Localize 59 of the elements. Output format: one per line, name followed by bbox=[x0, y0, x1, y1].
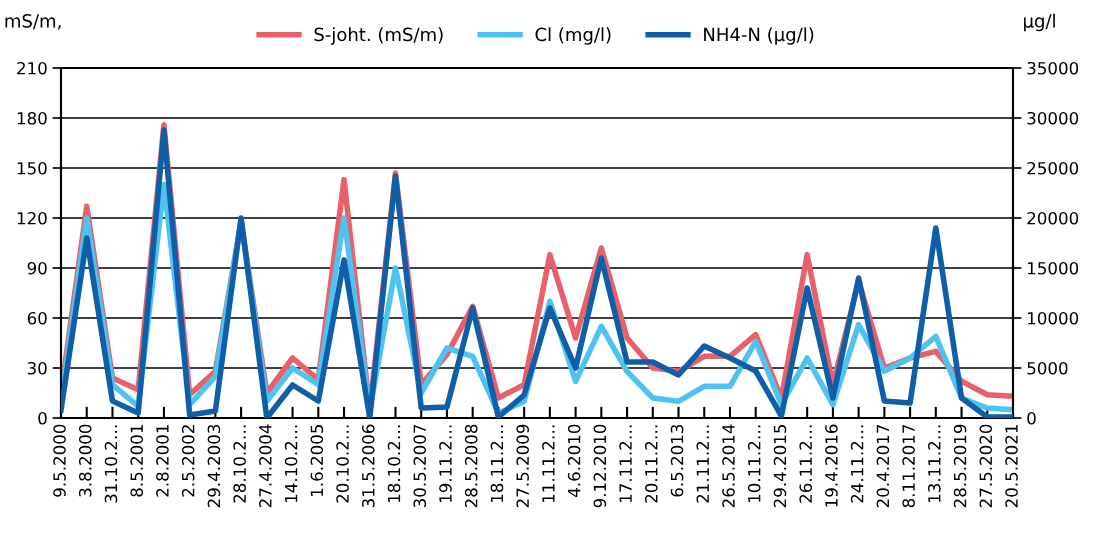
y-tick-label: 60 bbox=[27, 311, 47, 325]
x-tick-label: 26.11.2… bbox=[799, 425, 812, 503]
y-tick-label: 180 bbox=[17, 111, 47, 125]
x-tick-label: 21.11.2… bbox=[696, 425, 709, 503]
x-tick-label: 11.11.2… bbox=[542, 425, 555, 503]
x-tick-label: 28.10.2… bbox=[233, 425, 246, 503]
y2-tick-label: 5000 bbox=[1027, 361, 1068, 375]
x-tick-label: 20.11.2… bbox=[645, 425, 658, 503]
x-tick-label: 2.5.2002 bbox=[181, 425, 195, 497]
x-tick-label: 27.4.2004 bbox=[259, 424, 272, 508]
x-tick-label: 13.11.2… bbox=[928, 425, 941, 503]
x-tick-label: 17.11.2… bbox=[619, 425, 632, 503]
x-tick-label: 1.6.2005 bbox=[310, 425, 324, 496]
x-tick-label: 27.5.2020 bbox=[979, 424, 993, 508]
x-tick-label: 24.11.2… bbox=[850, 425, 864, 503]
x-tick-label: 19.4.2016 bbox=[825, 424, 838, 507]
y2-tick-label: 20000 bbox=[1027, 211, 1079, 225]
y2-tick-label: 0 bbox=[1027, 411, 1036, 425]
x-tick-label: 27.5.2009 bbox=[516, 424, 529, 508]
x-tick-label: 31.10.2… bbox=[104, 425, 118, 503]
x-tick-label: 20.4.2017 bbox=[876, 424, 890, 508]
x-tick-label: 9.5.2000 bbox=[53, 424, 66, 497]
legend-label: Cl (mg/l) bbox=[535, 27, 611, 45]
y2-tick-label: 15000 bbox=[1028, 261, 1079, 275]
x-tick-label: 30.5.2007 bbox=[413, 424, 427, 508]
y2-tick-label: 25000 bbox=[1027, 161, 1079, 175]
x-tick-label: 26.5.2014 bbox=[722, 424, 735, 508]
x-tick-label: 9.12.2010 bbox=[593, 424, 607, 508]
y2-axis-title: µg/l bbox=[1024, 13, 1055, 32]
x-tick-label: 8.11.2017 bbox=[902, 424, 915, 508]
y-tick-label: 150 bbox=[17, 161, 47, 175]
x-tick-label: 3.8.2000 bbox=[78, 424, 92, 497]
x-tick-label: 31.5.2006 bbox=[361, 424, 375, 508]
x-tick-label: 28.5.2019 bbox=[953, 424, 967, 508]
x-tick-label: 18.11.2… bbox=[490, 425, 504, 503]
legend-label: NH4-N (µg/l) bbox=[704, 27, 814, 45]
x-tick-label: 28.5.2008 bbox=[464, 424, 478, 508]
x-tick-label: 20.5.2021 bbox=[1005, 425, 1018, 508]
y-tick-label: 120 bbox=[17, 211, 47, 225]
legend-label: S-joht. (mS/m) bbox=[314, 27, 443, 45]
x-tick-label: 29.4.2015 bbox=[773, 425, 787, 508]
y2-tick-label: 35000 bbox=[1027, 61, 1079, 75]
x-tick-label: 29.4.2003 bbox=[207, 424, 221, 508]
x-tick-label: 6.5.2013 bbox=[670, 424, 684, 497]
y2-tick-label: 10000 bbox=[1028, 311, 1079, 325]
x-tick-label: 19.11.2… bbox=[439, 425, 452, 503]
x-tick-label: 20.10.2… bbox=[336, 425, 349, 503]
y-axis-title: mS/m, bbox=[5, 14, 61, 30]
x-tick-label: 18.10.2… bbox=[387, 425, 401, 503]
x-tick-label: 10.11.2… bbox=[747, 425, 761, 503]
x-tick-label: 2.8.2001 bbox=[156, 425, 169, 497]
x-tick-label: 14.10.2… bbox=[284, 425, 298, 503]
y-tick-label: 210 bbox=[17, 61, 47, 75]
y-tick-label: 90 bbox=[27, 261, 47, 275]
y-tick-label: 0 bbox=[38, 411, 47, 425]
y-tick-label: 30 bbox=[27, 361, 47, 375]
x-tick-label: 8.5.2001 bbox=[130, 425, 144, 497]
y2-tick-label: 30000 bbox=[1027, 111, 1079, 125]
x-tick-label: 4.6.2010 bbox=[567, 424, 581, 497]
